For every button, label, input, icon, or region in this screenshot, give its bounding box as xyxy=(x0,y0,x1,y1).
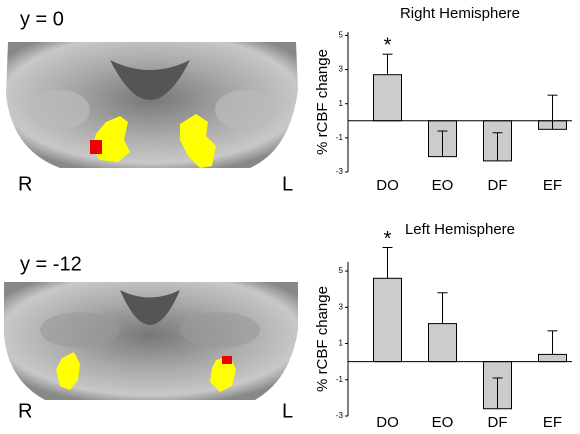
x-tick-label: DO xyxy=(376,414,399,431)
y-tick-label: 5 xyxy=(339,31,344,40)
figure: y = 0 R L y = -12 R L Right Hemisphere % … xyxy=(0,0,580,434)
significance-marker: * xyxy=(384,34,392,56)
x-tick-label: DF xyxy=(488,177,508,194)
x-tick-label: DF xyxy=(488,414,508,431)
y-tick-label: -3 xyxy=(336,411,344,420)
y-tick-label: 3 xyxy=(339,302,344,311)
side-label: L xyxy=(282,400,293,422)
chart-title: Left Hemisphere xyxy=(405,221,515,238)
y-tick-label: 1 xyxy=(339,99,344,108)
slice-label: y = -12 xyxy=(20,253,82,275)
x-tick-label: EO xyxy=(432,177,454,194)
side-label: R xyxy=(18,400,32,422)
side-label: R xyxy=(18,173,32,195)
x-tick-label: EF xyxy=(543,414,562,431)
y-tick-label: 1 xyxy=(339,339,344,348)
bar xyxy=(374,75,402,121)
significance-marker: * xyxy=(384,228,392,250)
y-tick-label: 3 xyxy=(339,65,344,74)
x-tick-label: EF xyxy=(543,177,562,194)
y-tick-label: -1 xyxy=(336,375,344,384)
x-tick-label: DO xyxy=(376,177,399,194)
y-tick-label: 5 xyxy=(339,266,344,275)
y-tick-label: -1 xyxy=(336,133,344,142)
side-label: L xyxy=(282,173,293,195)
brain-image xyxy=(6,42,298,168)
bar xyxy=(374,278,402,361)
slice-label: y = 0 xyxy=(20,8,64,30)
y-axis-label: % rCBF change xyxy=(314,49,331,155)
y-axis-label: % rCBF change xyxy=(314,286,331,392)
y-tick-label: -3 xyxy=(336,167,344,176)
chart-title: Right Hemisphere xyxy=(400,5,520,22)
bar xyxy=(429,324,457,362)
x-tick-label: EO xyxy=(432,414,454,431)
brain-image xyxy=(4,282,298,400)
bar xyxy=(539,354,567,361)
